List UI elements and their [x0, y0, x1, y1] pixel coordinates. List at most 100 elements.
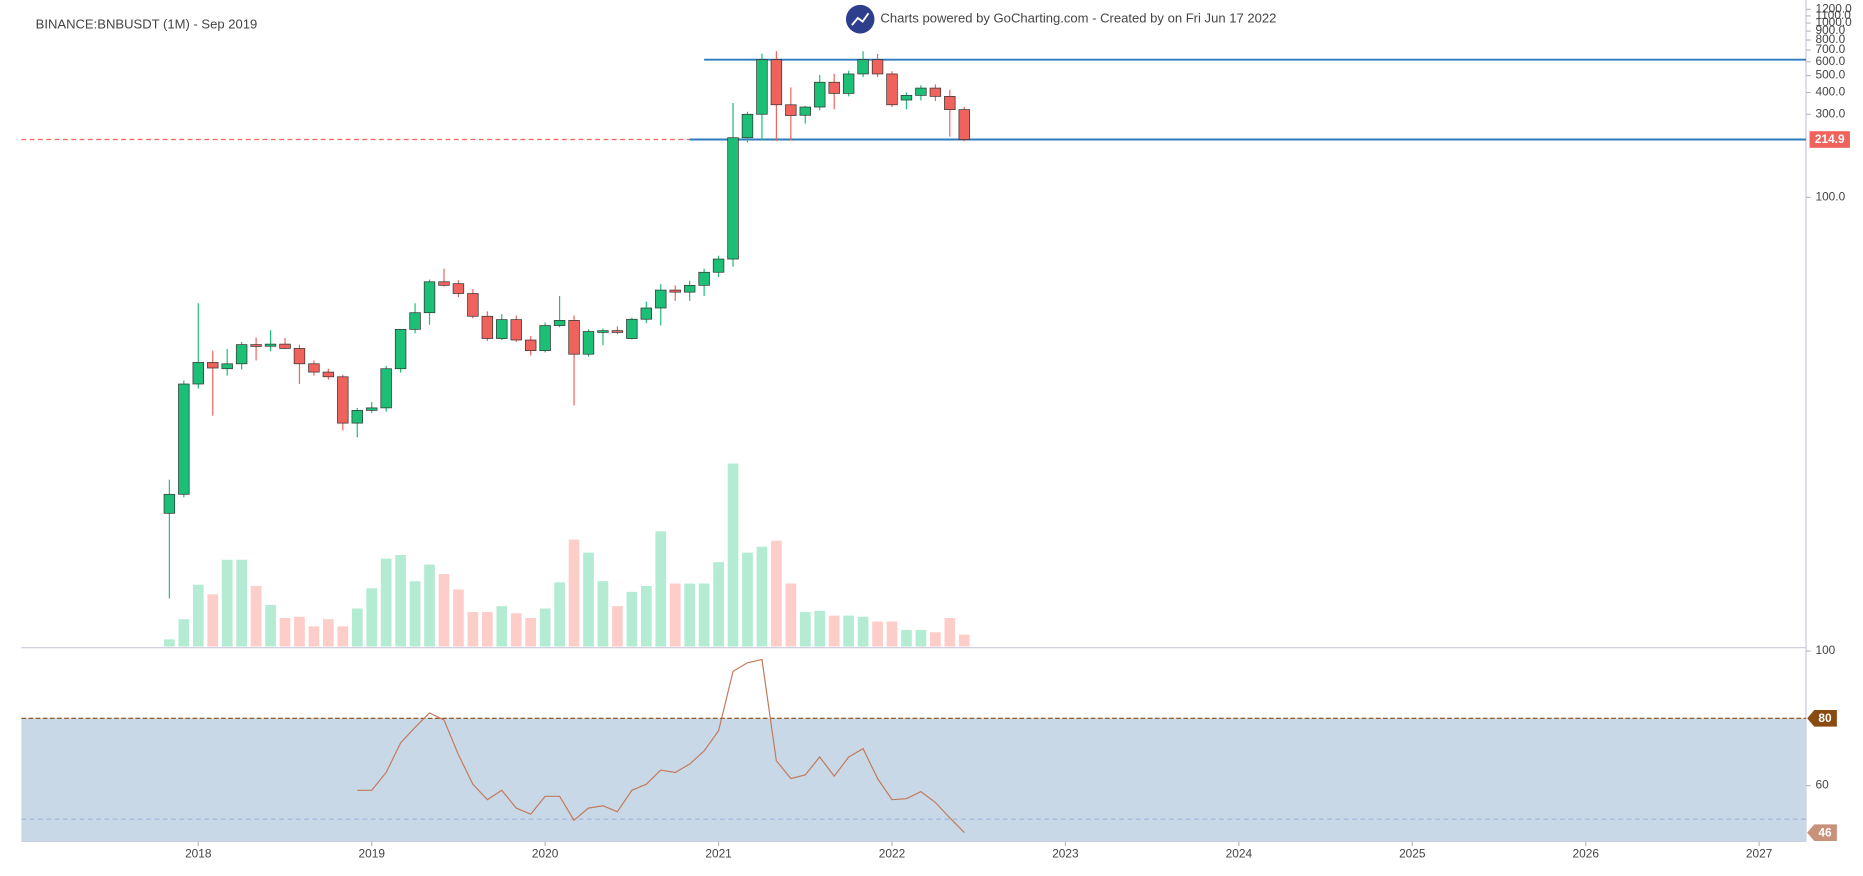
candle-body [366, 407, 378, 411]
candle-body [163, 493, 176, 514]
candle-body [235, 344, 248, 365]
x-tick-label: 2026 [1573, 847, 1600, 861]
candle-body [293, 348, 306, 365]
oscillator-tick-label: 100 [1815, 643, 1835, 657]
candle-body [423, 281, 436, 314]
candle-body [322, 371, 335, 378]
candle-body [958, 109, 970, 140]
volume-bar [698, 583, 710, 647]
x-tick-label: 2025 [1399, 847, 1426, 861]
candle-body [539, 325, 551, 352]
chart-subtitle: Charts powered by GoCharting.com - Creat… [880, 11, 1276, 26]
candle-body [394, 328, 407, 370]
candle-body [452, 283, 465, 294]
candle-body [727, 137, 739, 260]
candle-body [785, 104, 797, 116]
candle-body [264, 343, 277, 347]
x-tick-label: 2023 [1052, 847, 1079, 861]
y-tick-label: 700.0 [1815, 42, 1845, 56]
y-tick-label: 600.0 [1815, 54, 1845, 68]
volume-bar [380, 558, 392, 647]
candle-body [279, 343, 291, 349]
candle-body [337, 376, 349, 424]
volume-bar [496, 606, 508, 647]
x-tick-label: 2018 [185, 847, 212, 861]
volume-bar [958, 634, 970, 647]
candle-body [799, 106, 811, 116]
volume-bar [944, 618, 956, 647]
last-price-tag: 214.9 [1815, 132, 1845, 146]
candle-body [683, 284, 696, 293]
volume-bar [597, 581, 609, 647]
volume-bar [395, 555, 406, 647]
candle-body [308, 363, 320, 373]
y-tick-label: 1000.0 [1815, 15, 1852, 29]
oscillator-line [357, 658, 965, 833]
oscillator-last-tag-bg [1807, 824, 1837, 841]
volume-bar [568, 539, 580, 647]
volume-bar [930, 632, 941, 647]
candle-body [655, 289, 667, 309]
volume-layer [164, 463, 970, 647]
chart-title: BINANCE:BNBUSDT (1M) - Sep 2019 [36, 17, 258, 32]
volume-bar [727, 463, 739, 647]
volume-bar [713, 562, 724, 647]
volume-bar [221, 559, 233, 647]
candle-body [597, 330, 609, 333]
volume-bar [294, 616, 305, 647]
y-tick-label: 300.0 [1815, 106, 1845, 120]
candle-body [178, 383, 190, 495]
candle-body [669, 289, 681, 293]
candle-body [524, 339, 537, 352]
x-tick-label: 2022 [879, 847, 905, 861]
price-layer [21, 51, 1806, 599]
volume-bar [684, 583, 696, 647]
volume-bar [886, 621, 898, 647]
volume-bar [655, 531, 667, 647]
y-tick-label: 1200.0 [1815, 1, 1852, 15]
volume-bar [756, 546, 768, 647]
upper-level-tag: 80 [1818, 711, 1832, 725]
x-tick-label: 2027 [1746, 847, 1772, 861]
volume-bar [669, 583, 681, 647]
volume-bar [554, 582, 565, 647]
volume-bar [539, 608, 551, 647]
candle-body [496, 319, 508, 339]
candle-body [611, 330, 624, 333]
candle-body [467, 293, 479, 317]
volume-bar [742, 552, 753, 647]
candle-body [871, 59, 884, 75]
volume-bar [351, 608, 363, 647]
volume-bar [438, 574, 450, 647]
volume-bar [771, 540, 782, 647]
x-tick-label: 2020 [532, 847, 559, 861]
candle-body [582, 331, 595, 355]
volume-bar [453, 589, 464, 647]
x-tick-label: 2021 [705, 847, 732, 861]
candle-body [915, 87, 927, 96]
volume-bar [583, 552, 594, 647]
volume-bar [192, 584, 204, 647]
volume-bar [366, 588, 378, 647]
candle-body [857, 59, 869, 75]
candle-body [250, 344, 262, 347]
candle-body [568, 320, 580, 355]
candle-body [756, 59, 768, 115]
volume-bar [640, 585, 652, 647]
volume-bar [525, 618, 537, 647]
volume-bar [828, 615, 840, 647]
candle-body [380, 368, 392, 409]
candle-body [626, 318, 638, 339]
candle-body [698, 271, 710, 286]
candle-body [929, 87, 942, 97]
volume-bar [785, 583, 797, 647]
axis-layer: 2018 2019 2020 2021 2022 2023 2024 2025 2026 2027… [185, 1, 1852, 860]
x-tick-label: 2019 [359, 847, 386, 861]
volume-bar [481, 612, 493, 647]
volume-bar [901, 629, 912, 647]
volume-bar [178, 619, 190, 647]
candle-body [207, 362, 219, 369]
candle-body [481, 315, 494, 339]
y-tick-label: 100.0 [1815, 190, 1845, 204]
